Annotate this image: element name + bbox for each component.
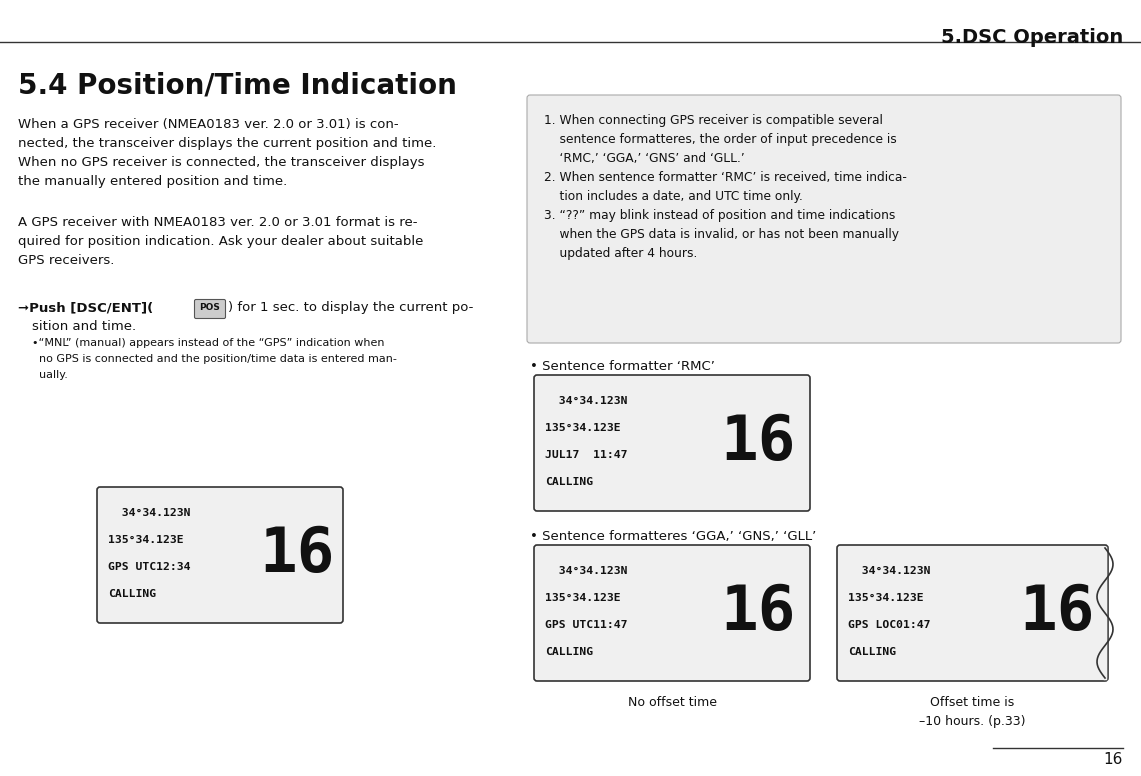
Text: sition and time.: sition and time.: [32, 320, 136, 333]
FancyBboxPatch shape: [527, 95, 1120, 343]
Text: CALLING: CALLING: [108, 589, 156, 599]
Text: 1. When connecting GPS receiver is compatible several: 1. When connecting GPS receiver is compa…: [544, 114, 883, 127]
Text: 135°34.123E: 135°34.123E: [108, 535, 184, 545]
Text: JUL17  11:47: JUL17 11:47: [545, 450, 628, 460]
FancyBboxPatch shape: [194, 300, 226, 318]
Text: 135°34.123E: 135°34.123E: [848, 593, 923, 603]
Text: No offset time: No offset time: [628, 696, 717, 709]
Text: 16: 16: [259, 525, 334, 585]
FancyBboxPatch shape: [534, 375, 810, 511]
Text: 16: 16: [721, 583, 796, 643]
Text: updated after 4 hours.: updated after 4 hours.: [544, 247, 697, 260]
Text: CALLING: CALLING: [545, 647, 593, 657]
Text: 3. “??” may blink instead of position and time indications: 3. “??” may blink instead of position an…: [544, 209, 896, 222]
Text: quired for position indication. Ask your dealer about suitable: quired for position indication. Ask your…: [18, 235, 423, 248]
Text: nected, the transceiver displays the current position and time.: nected, the transceiver displays the cur…: [18, 137, 436, 150]
Text: ually.: ually.: [32, 370, 67, 380]
Text: •“MNL” (manual) appears instead of the “GPS” indication when: •“MNL” (manual) appears instead of the “…: [32, 338, 385, 348]
Text: ‘RMC,’ ‘GGA,’ ‘GNS’ and ‘GLL.’: ‘RMC,’ ‘GGA,’ ‘GNS’ and ‘GLL.’: [544, 152, 745, 165]
Text: • Sentence formatteres ‘GGA,’ ‘GNS,’ ‘GLL’: • Sentence formatteres ‘GGA,’ ‘GNS,’ ‘GL…: [531, 530, 816, 543]
FancyBboxPatch shape: [97, 487, 343, 623]
Text: 34°34.123N: 34°34.123N: [848, 566, 931, 576]
Text: 2. When sentence formatter ‘RMC’ is received, time indica-: 2. When sentence formatter ‘RMC’ is rece…: [544, 171, 907, 184]
Text: 34°34.123N: 34°34.123N: [545, 566, 628, 576]
Text: GPS receivers.: GPS receivers.: [18, 254, 114, 267]
Text: 16: 16: [1020, 583, 1095, 643]
Text: POS: POS: [200, 303, 220, 313]
Text: A GPS receiver with NMEA0183 ver. 2.0 or 3.01 format is re-: A GPS receiver with NMEA0183 ver. 2.0 or…: [18, 216, 418, 229]
Text: sentence formatteres, the order of input precedence is: sentence formatteres, the order of input…: [544, 133, 897, 146]
Text: GPS UTC11:47: GPS UTC11:47: [545, 620, 628, 630]
Text: CALLING: CALLING: [848, 647, 896, 657]
Text: GPS LOC01:47: GPS LOC01:47: [848, 620, 931, 630]
Text: ➞Push [DSC/ENT](: ➞Push [DSC/ENT](: [18, 301, 153, 314]
Text: tion includes a date, and UTC time only.: tion includes a date, and UTC time only.: [544, 190, 803, 203]
Text: GPS UTC12:34: GPS UTC12:34: [108, 562, 191, 572]
Text: 16: 16: [1103, 752, 1123, 767]
Text: • Sentence formatter ‘RMC’: • Sentence formatter ‘RMC’: [531, 360, 715, 373]
Text: ) for 1 sec. to display the current po-: ) for 1 sec. to display the current po-: [228, 301, 474, 314]
Text: when the GPS data is invalid, or has not been manually: when the GPS data is invalid, or has not…: [544, 228, 899, 241]
Text: Offset time is
–10 hours. (p.33): Offset time is –10 hours. (p.33): [920, 696, 1026, 728]
FancyBboxPatch shape: [837, 545, 1108, 681]
Text: 135°34.123E: 135°34.123E: [545, 423, 621, 433]
Text: 5.DSC Operation: 5.DSC Operation: [940, 28, 1123, 47]
Text: 16: 16: [721, 413, 796, 473]
Text: When no GPS receiver is connected, the transceiver displays: When no GPS receiver is connected, the t…: [18, 156, 424, 169]
Text: 135°34.123E: 135°34.123E: [545, 593, 621, 603]
Text: 34°34.123N: 34°34.123N: [545, 396, 628, 406]
Text: 34°34.123N: 34°34.123N: [108, 508, 191, 518]
Text: 5.4 Position/Time Indication: 5.4 Position/Time Indication: [18, 72, 456, 100]
FancyBboxPatch shape: [534, 545, 810, 681]
Text: When a GPS receiver (NMEA0183 ver. 2.0 or 3.01) is con-: When a GPS receiver (NMEA0183 ver. 2.0 o…: [18, 118, 398, 131]
Text: the manually entered position and time.: the manually entered position and time.: [18, 175, 288, 188]
Text: no GPS is connected and the position/time data is entered man-: no GPS is connected and the position/tim…: [32, 354, 397, 364]
Text: CALLING: CALLING: [545, 477, 593, 487]
